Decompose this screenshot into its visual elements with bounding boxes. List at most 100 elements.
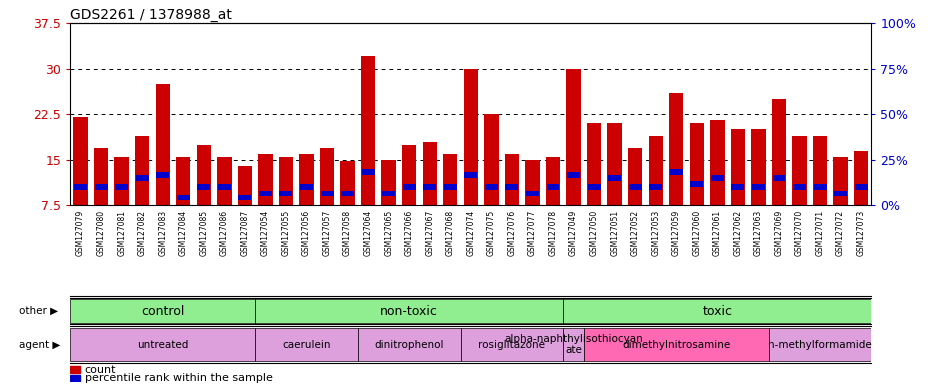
Text: GSM127086: GSM127086 — [220, 210, 228, 256]
Bar — [768, 328, 870, 361]
Bar — [382, 190, 395, 196]
Bar — [583, 328, 768, 361]
Bar — [587, 184, 600, 190]
Bar — [155, 84, 169, 205]
Bar — [423, 184, 436, 190]
Bar — [751, 129, 765, 205]
Bar — [546, 157, 560, 205]
Bar — [358, 328, 461, 361]
Bar — [279, 190, 292, 196]
Text: GSM127077: GSM127077 — [527, 210, 536, 256]
Text: GSM127081: GSM127081 — [117, 210, 126, 256]
Text: GSM127080: GSM127080 — [96, 210, 106, 256]
Bar — [94, 148, 109, 205]
Bar — [792, 136, 806, 205]
Bar — [607, 175, 621, 181]
Text: GSM127049: GSM127049 — [568, 210, 578, 256]
Bar — [176, 157, 190, 205]
Bar — [402, 145, 416, 205]
Bar — [771, 175, 784, 181]
Text: alpha-naphthylisothiocyan
ate: alpha-naphthylisothiocyan ate — [504, 334, 642, 356]
Text: GSM127067: GSM127067 — [425, 210, 433, 256]
Bar — [752, 184, 764, 190]
Text: caerulein: caerulein — [282, 339, 330, 350]
Bar — [258, 190, 271, 196]
Bar — [156, 172, 169, 178]
Text: GSM127076: GSM127076 — [507, 210, 516, 256]
Bar — [340, 161, 355, 205]
Text: GSM127052: GSM127052 — [630, 210, 639, 256]
Text: other ▶: other ▶ — [19, 306, 58, 316]
Bar — [320, 190, 333, 196]
Bar — [463, 69, 477, 205]
Text: n-methylformamide: n-methylformamide — [768, 339, 871, 350]
Bar — [114, 157, 128, 205]
Bar — [563, 328, 583, 361]
Bar — [730, 129, 744, 205]
Bar — [444, 184, 456, 190]
Text: GSM127056: GSM127056 — [301, 210, 311, 256]
Text: GSM127074: GSM127074 — [466, 210, 475, 256]
Text: GSM127063: GSM127063 — [753, 210, 762, 256]
Bar — [565, 69, 580, 205]
Text: GSM127060: GSM127060 — [692, 210, 700, 256]
Bar — [792, 184, 805, 190]
Text: GSM127065: GSM127065 — [384, 210, 393, 256]
Text: GSM127064: GSM127064 — [363, 210, 373, 256]
Text: GSM127051: GSM127051 — [609, 210, 619, 256]
Bar — [525, 160, 539, 205]
Text: GSM127054: GSM127054 — [260, 210, 270, 256]
Bar — [177, 195, 189, 200]
Bar — [255, 328, 358, 361]
Bar — [464, 172, 476, 178]
Text: GSM127075: GSM127075 — [487, 210, 495, 256]
Text: GSM127061: GSM127061 — [712, 210, 721, 256]
Text: GSM127050: GSM127050 — [589, 210, 598, 256]
Bar — [197, 184, 210, 190]
Bar — [361, 169, 374, 175]
Text: GSM127087: GSM127087 — [241, 210, 249, 256]
Text: GSM127055: GSM127055 — [281, 210, 290, 256]
Bar — [381, 160, 395, 205]
Bar — [812, 136, 826, 205]
Bar — [402, 184, 416, 190]
Bar — [115, 184, 128, 190]
Text: rosiglitazone: rosiglitazone — [478, 339, 545, 350]
Text: toxic: toxic — [702, 305, 732, 318]
Bar — [461, 328, 563, 361]
Bar — [238, 166, 252, 205]
Text: dimethylnitrosamine: dimethylnitrosamine — [622, 339, 729, 350]
Bar — [299, 154, 314, 205]
Text: GSM127082: GSM127082 — [138, 210, 147, 256]
Bar — [586, 123, 601, 205]
Bar — [525, 190, 538, 196]
Bar — [484, 114, 498, 205]
Text: GSM127071: GSM127071 — [814, 210, 824, 256]
Bar — [95, 184, 108, 190]
Bar — [563, 299, 870, 323]
Text: GSM127084: GSM127084 — [179, 210, 187, 256]
Bar — [546, 184, 559, 190]
Bar — [485, 184, 497, 190]
Bar — [74, 184, 87, 190]
Bar — [607, 123, 622, 205]
Bar — [854, 184, 867, 190]
Text: GSM127068: GSM127068 — [446, 210, 454, 256]
Bar — [238, 195, 251, 200]
Text: GSM127062: GSM127062 — [733, 210, 741, 256]
Text: control: control — [141, 305, 184, 318]
Bar — [731, 184, 743, 190]
Bar — [73, 117, 88, 205]
Text: untreated: untreated — [137, 339, 188, 350]
Bar — [689, 123, 703, 205]
Text: GSM127069: GSM127069 — [774, 210, 782, 256]
Text: GSM127073: GSM127073 — [856, 210, 865, 256]
Bar — [135, 136, 149, 205]
Bar — [422, 142, 436, 205]
Text: GSM127079: GSM127079 — [76, 210, 85, 256]
Bar — [70, 328, 255, 361]
Bar — [319, 148, 334, 205]
Bar — [833, 190, 846, 196]
Bar — [70, 366, 80, 372]
Text: GSM127057: GSM127057 — [322, 210, 331, 256]
